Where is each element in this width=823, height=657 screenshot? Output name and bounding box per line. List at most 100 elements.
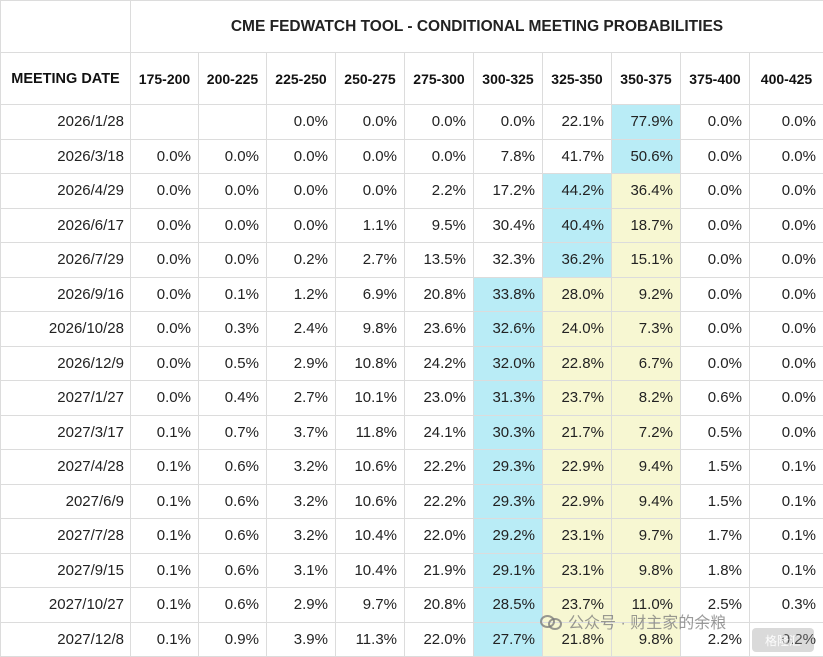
probability-cell: 0.0% [198,207,267,243]
probability-cell: 0.0% [749,173,823,209]
probability-cell: 23.6% [404,311,474,347]
probability-cell: 3.2% [266,449,336,485]
table-row: 2026/10/28 0.0% 0.3% 2.4% 9.8% 23.6% 32.6% 24.0… [0,311,823,347]
probability-cell: 21.9% [404,552,474,588]
probability-cell: 0.0% [198,242,267,278]
column-header-275-300: 275-300 [404,52,474,105]
table-row: 2027/7/28 0.1% 0.6% 3.2% 10.4% 22.0% 29.2% 23.1… [0,518,823,554]
probability-cell: 9.2% [611,276,681,312]
probability-cell: 0.2% [266,242,336,278]
probability-cell: 0.0% [130,311,199,347]
probability-cell: 0.1% [749,518,823,554]
probability-cell: 22.0% [404,518,474,554]
probability-cell: 0.1% [130,518,199,554]
probability-cell: 23.0% [404,380,474,416]
probability-cell: 31.3% [473,380,543,416]
probability-cell: 10.6% [335,449,405,485]
meeting-date-cell: 2027/6/9 [0,483,131,519]
probability-cell: 11.0% [611,587,681,623]
probability-cell: 9.7% [611,518,681,554]
meeting-date-cell: 2027/7/28 [0,518,131,554]
probability-cell: 0.2% [749,621,823,657]
probability-cell: 0.0% [749,104,823,140]
probability-cell: 0.1% [749,449,823,485]
column-header-175-200: 175-200 [130,52,199,105]
probability-cell: 29.1% [473,552,543,588]
table-row: 2026/6/17 0.0% 0.0% 0.0% 1.1% 9.5% 30.4% 40.4% 1… [0,207,823,243]
probability-cell: 23.7% [542,380,612,416]
probability-cell: 32.3% [473,242,543,278]
probability-cell: 3.9% [266,621,336,657]
probability-cell: 23.1% [542,518,612,554]
probability-cell: 3.7% [266,414,336,450]
probability-cell: 0.0% [473,104,543,140]
probability-cell: 3.1% [266,552,336,588]
probability-cell: 0.0% [266,207,336,243]
column-header-row: MEETING DATE 175-200 200-225 225-250 250-27… [0,52,823,105]
meeting-date-cell: 2027/4/28 [0,449,131,485]
probability-cell: 22.2% [404,449,474,485]
probability-cell: 0.1% [130,587,199,623]
probability-cell: 2.2% [680,621,750,657]
probability-cell: 23.1% [542,552,612,588]
probability-cell: 27.7% [473,621,543,657]
probability-cell: 11.8% [335,414,405,450]
column-header-225-250: 225-250 [266,52,336,105]
probability-cell: 77.9% [611,104,681,140]
meeting-date-cell: 2026/1/28 [0,104,131,140]
probability-cell: 2.4% [266,311,336,347]
probability-cell: 13.5% [404,242,474,278]
table-row: 2026/12/9 0.0% 0.5% 2.9% 10.8% 24.2% 32.0% 22.8… [0,345,823,381]
probability-cell: 0.0% [130,138,199,174]
probability-cell: 2.5% [680,587,750,623]
probability-cell: 0.0% [749,207,823,243]
probability-cell: 0.0% [198,138,267,174]
probability-cell: 29.3% [473,483,543,519]
probability-cell: 11.3% [335,621,405,657]
probability-cell: 20.8% [404,276,474,312]
meeting-date-cell: 2026/3/18 [0,138,131,174]
probability-cell: 0.3% [198,311,267,347]
probability-cell: 0.0% [749,276,823,312]
probability-cell: 2.7% [335,242,405,278]
meeting-date-cell: 2027/9/15 [0,552,131,588]
table-title: CME FEDWATCH TOOL - CONDITIONAL MEETING … [130,0,823,53]
probability-cell: 10.4% [335,518,405,554]
probability-cell: 22.1% [542,104,612,140]
table-row: 2027/3/17 0.1% 0.7% 3.7% 11.8% 24.1% 30.3% 21.7… [0,414,823,450]
probability-cell: 33.8% [473,276,543,312]
probability-cell: 0.0% [749,242,823,278]
probability-cell: 2.9% [266,345,336,381]
probability-cell: 0.0% [749,414,823,450]
table-row: 2027/12/8 0.1% 0.9% 3.9% 11.3% 22.0% 27.7% 21.8… [0,621,823,657]
probability-cell: 24.2% [404,345,474,381]
table-row: 2027/6/9 0.1% 0.6% 3.2% 10.6% 22.2% 29.3% 22.9%… [0,483,823,519]
probability-cell: 0.3% [749,587,823,623]
probability-cell: 0.0% [680,311,750,347]
probability-cell [130,104,199,140]
probability-cell: 21.7% [542,414,612,450]
probability-cell: 0.0% [680,276,750,312]
probability-cell: 9.8% [611,621,681,657]
probability-cell: 6.7% [611,345,681,381]
probability-cell: 20.8% [404,587,474,623]
meeting-date-cell: 2027/12/8 [0,621,131,657]
probability-cell: 50.6% [611,138,681,174]
table-body: 2026/1/28 0.0% 0.0% 0.0% 0.0% 22.1% 77.9% 0.0% 0… [0,104,823,657]
probability-cell: 32.6% [473,311,543,347]
probability-cell: 9.7% [335,587,405,623]
probability-cell: 2.7% [266,380,336,416]
probability-cell: 0.0% [266,173,336,209]
probability-cell: 0.5% [680,414,750,450]
table-row: 2026/4/29 0.0% 0.0% 0.0% 0.0% 2.2% 17.2% 44.2% 3… [0,173,823,209]
probability-cell: 3.2% [266,483,336,519]
probability-cell: 0.1% [130,483,199,519]
probability-cell: 22.0% [404,621,474,657]
probability-cell: 10.8% [335,345,405,381]
probability-cell: 9.8% [611,552,681,588]
column-header-300-325: 300-325 [473,52,543,105]
probability-cell: 15.1% [611,242,681,278]
meeting-date-cell: 2027/1/27 [0,380,131,416]
probability-cell: 17.2% [473,173,543,209]
